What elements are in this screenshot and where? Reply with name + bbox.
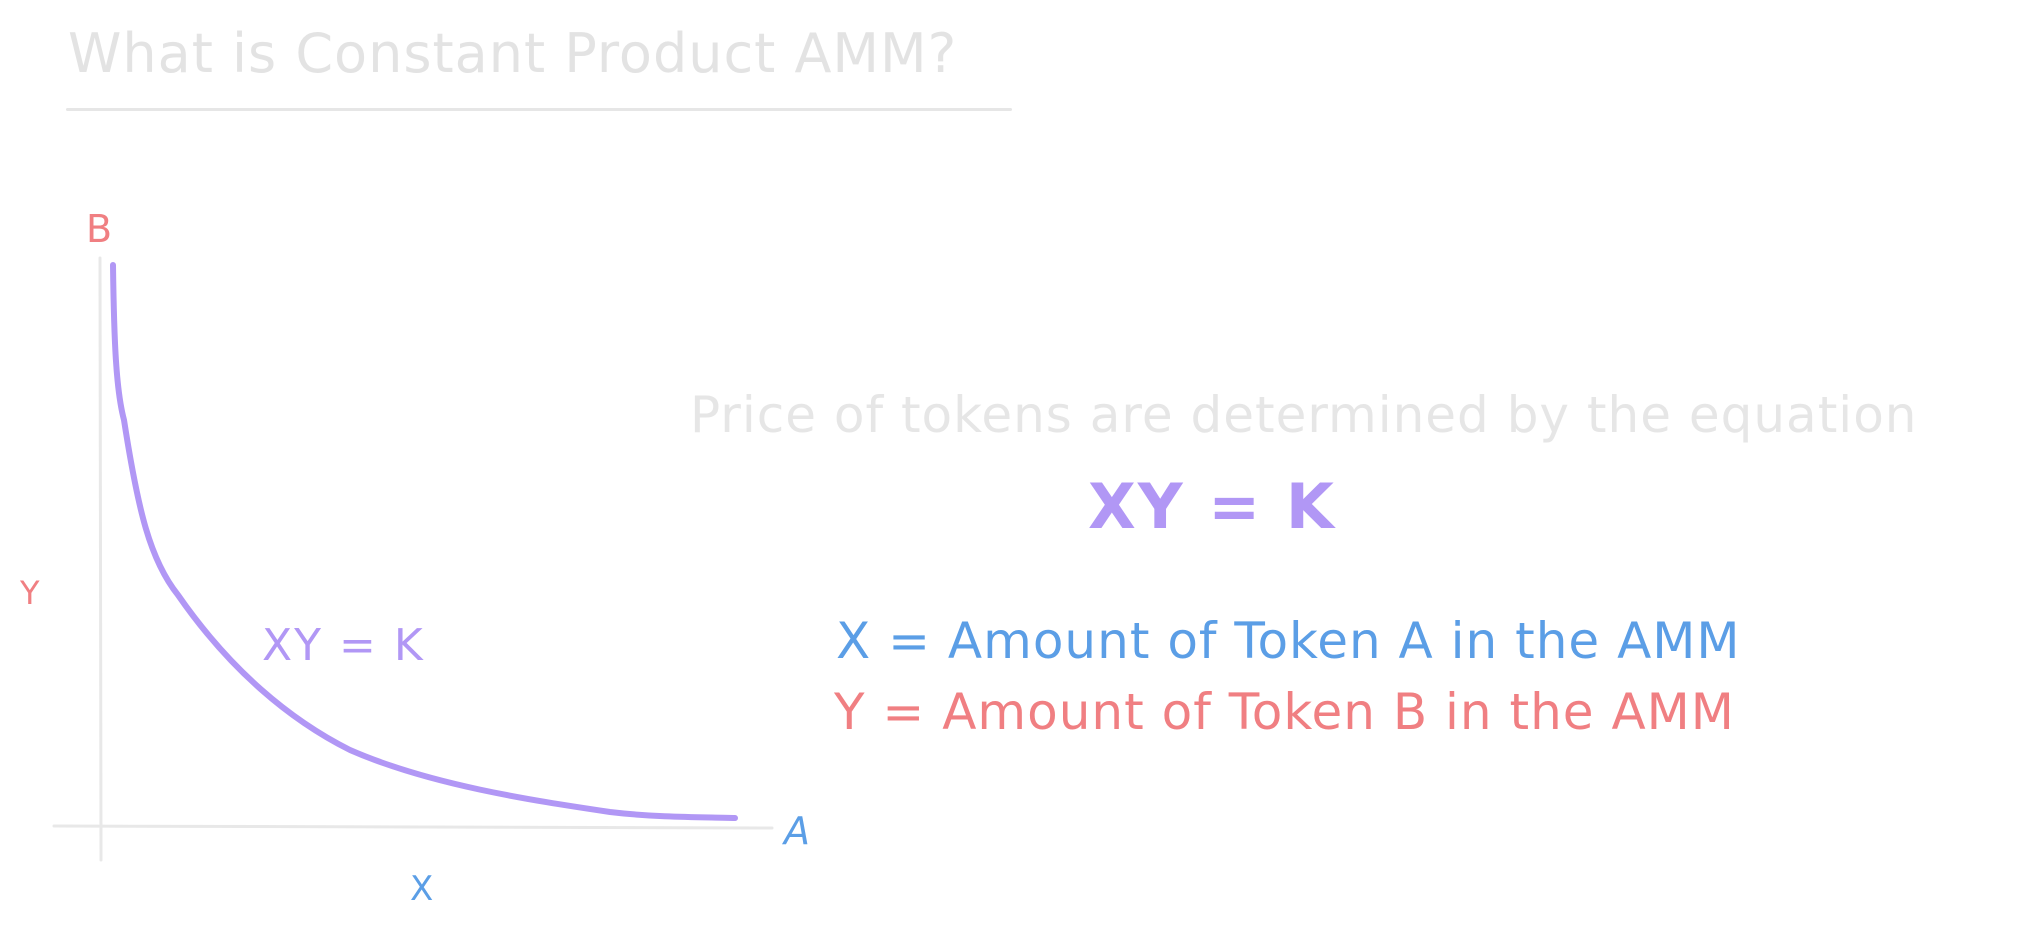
definition-x: X = Amount of Token A in the AMM (836, 612, 1741, 670)
main-equation: XY = K (1088, 470, 1336, 543)
y-axis-end-label: B (86, 207, 112, 251)
definition-y: Y = Amount of Token B in the AMM (834, 683, 1735, 741)
x-axis-end-label: A (781, 809, 810, 853)
title-underline (66, 108, 1012, 111)
page-title: What is Constant Product AMM? (68, 22, 958, 85)
constant-product-curve (110, 262, 738, 821)
curve-label: XY = K (262, 620, 425, 671)
y-axis-line (98, 256, 103, 862)
pricing-description: Price of tokens are determined by the eq… (690, 386, 1918, 444)
x-axis-line (52, 824, 774, 830)
x-axis-label: X (410, 869, 433, 909)
y-axis-label: Y (19, 574, 40, 612)
